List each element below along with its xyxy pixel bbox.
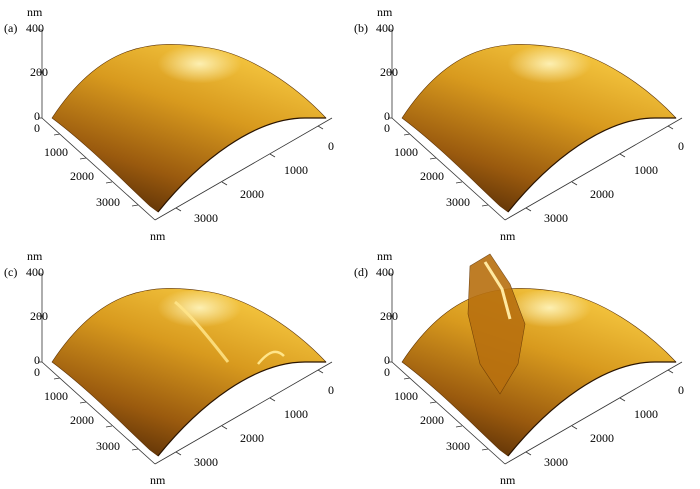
left-axis-tick-label: 1000 xyxy=(394,145,418,159)
xy-axis-unit: nm xyxy=(500,229,516,243)
afm-surface-plot xyxy=(388,253,683,465)
right-axis-tick-label: 2000 xyxy=(590,187,614,201)
axis-frame xyxy=(388,29,683,221)
z-tick-label: 200 xyxy=(380,309,398,323)
z-tick-label: 400 xyxy=(26,265,44,279)
afm-panel-a: (a) nm 400 200 0 0 1000 2000 3000 0 1000 2000 3000 nm xyxy=(0,0,350,244)
surface-highlight xyxy=(480,47,600,103)
right-axis-tick-label: 1000 xyxy=(634,407,658,421)
z-axis-unit: nm xyxy=(27,5,43,19)
z-tick-label: 200 xyxy=(30,309,48,323)
z-tick-label: 400 xyxy=(26,21,44,35)
right-axis-tick-label: 3000 xyxy=(544,211,568,225)
right-axis-tick-label: 2000 xyxy=(240,187,264,201)
left-axis-tick-label: 2000 xyxy=(420,413,444,427)
left-axis-tick-label: 1000 xyxy=(394,389,418,403)
right-axis-tick-label: 1000 xyxy=(284,163,308,177)
z-tick-label: 200 xyxy=(30,65,48,79)
z-tick-label: 0 xyxy=(384,353,390,367)
z-tick-label: 0 xyxy=(34,353,40,367)
z-tick-label: 0 xyxy=(34,109,40,123)
afm-panel-b: (b) nm 400 200 0 0 1000 2000 3000 0 1000 2000 3000 nm xyxy=(350,0,700,244)
left-axis-tick-label: 2000 xyxy=(70,413,94,427)
xy-axis-unit: nm xyxy=(500,473,516,487)
left-axis-tick-label: 1000 xyxy=(44,389,68,403)
panel-label: (b) xyxy=(354,21,368,35)
afm-panel-d: (d) nm 400 200 0 0 1000 2000 3000 0 1000 2000 3000 nm xyxy=(350,244,700,488)
surface-defect xyxy=(174,300,230,363)
left-axis-tick-label: 0 xyxy=(34,121,40,135)
left-axis-tick-label: 2000 xyxy=(70,169,94,183)
right-axis-tick-label: 0 xyxy=(328,139,334,153)
xy-axis-unit: nm xyxy=(150,229,166,243)
z-tick-label: 200 xyxy=(380,65,398,79)
panel-label: (c) xyxy=(4,265,18,279)
left-axis-tick-label: 3000 xyxy=(446,439,470,453)
right-axis-tick-label: 3000 xyxy=(194,455,218,469)
right-axis-tick-label: 3000 xyxy=(544,455,568,469)
left-axis-tick-label: 3000 xyxy=(96,439,120,453)
panel-label: (a) xyxy=(4,21,18,35)
left-axis-tick-label: 0 xyxy=(384,365,390,379)
left-axis-tick-label: 3000 xyxy=(96,195,120,209)
right-axis-tick-label: 1000 xyxy=(634,163,658,177)
right-axis-tick-label: 2000 xyxy=(240,431,264,445)
right-axis-tick-label: 0 xyxy=(678,139,684,153)
afm-surface-plot xyxy=(38,273,333,465)
right-axis-tick-label: 1000 xyxy=(284,407,308,421)
axis-frame xyxy=(388,273,683,465)
axis-frame xyxy=(38,273,333,465)
z-axis-unit: nm xyxy=(27,249,43,263)
right-axis-tick-label: 2000 xyxy=(590,431,614,445)
surface-highlight xyxy=(130,47,250,103)
left-axis-tick-label: 3000 xyxy=(446,195,470,209)
axis-frame xyxy=(38,29,333,221)
right-axis-tick-label: 0 xyxy=(328,383,334,397)
left-axis-tick-label: 0 xyxy=(34,365,40,379)
z-tick-label: 0 xyxy=(384,109,390,123)
surface-peak xyxy=(467,253,526,395)
surface-highlight xyxy=(130,291,250,347)
afm-surface-plot xyxy=(388,29,683,221)
right-axis-tick-label: 3000 xyxy=(194,211,218,225)
panel-label: (d) xyxy=(354,265,368,279)
z-tick-label: 400 xyxy=(376,265,394,279)
z-axis-unit: nm xyxy=(377,249,393,263)
afm-panel-c: (c) nm 400 200 0 0 1000 2000 3000 0 1000 2000 3000 nm xyxy=(0,244,350,488)
afm-surface-plot xyxy=(38,29,333,221)
left-axis-tick-label: 1000 xyxy=(44,145,68,159)
xy-axis-unit: nm xyxy=(150,473,166,487)
z-tick-label: 400 xyxy=(376,21,394,35)
right-axis-tick-label: 0 xyxy=(678,383,684,397)
z-axis-unit: nm xyxy=(377,5,393,19)
left-axis-tick-label: 0 xyxy=(384,121,390,135)
left-axis-tick-label: 2000 xyxy=(420,169,444,183)
